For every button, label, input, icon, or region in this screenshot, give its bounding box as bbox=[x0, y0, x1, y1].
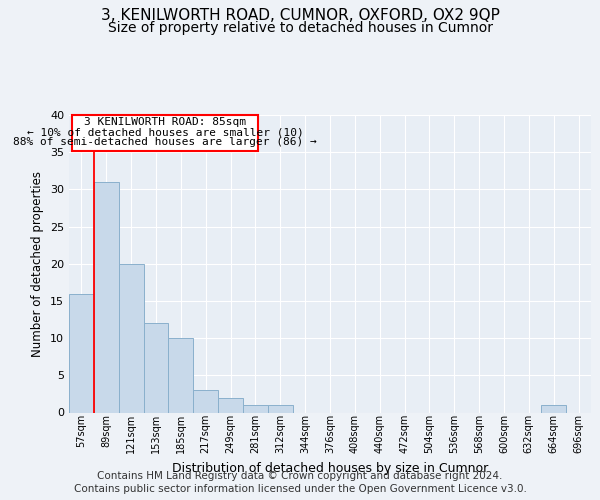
Bar bbox=[94, 182, 119, 412]
Text: Size of property relative to detached houses in Cumnor: Size of property relative to detached ho… bbox=[107, 21, 493, 35]
Bar bbox=[69, 294, 94, 412]
Bar bbox=[193, 390, 218, 412]
Text: Contains HM Land Registry data © Crown copyright and database right 2024.: Contains HM Land Registry data © Crown c… bbox=[97, 471, 503, 481]
Text: ← 10% of detached houses are smaller (10): ← 10% of detached houses are smaller (10… bbox=[27, 127, 304, 137]
Bar bbox=[218, 398, 243, 412]
Text: 88% of semi-detached houses are larger (86) →: 88% of semi-detached houses are larger (… bbox=[13, 138, 317, 147]
Bar bbox=[169, 338, 193, 412]
Bar bbox=[243, 405, 268, 412]
Bar bbox=[119, 264, 143, 412]
Bar bbox=[541, 405, 566, 412]
Bar bbox=[143, 324, 169, 412]
Text: Contains public sector information licensed under the Open Government Licence v3: Contains public sector information licen… bbox=[74, 484, 526, 494]
Y-axis label: Number of detached properties: Number of detached properties bbox=[31, 171, 44, 357]
Text: 3, KENILWORTH ROAD, CUMNOR, OXFORD, OX2 9QP: 3, KENILWORTH ROAD, CUMNOR, OXFORD, OX2 … bbox=[101, 8, 499, 22]
Bar bbox=[268, 405, 293, 412]
Text: 3 KENILWORTH ROAD: 85sqm: 3 KENILWORTH ROAD: 85sqm bbox=[84, 117, 246, 127]
X-axis label: Distribution of detached houses by size in Cumnor: Distribution of detached houses by size … bbox=[172, 462, 488, 474]
